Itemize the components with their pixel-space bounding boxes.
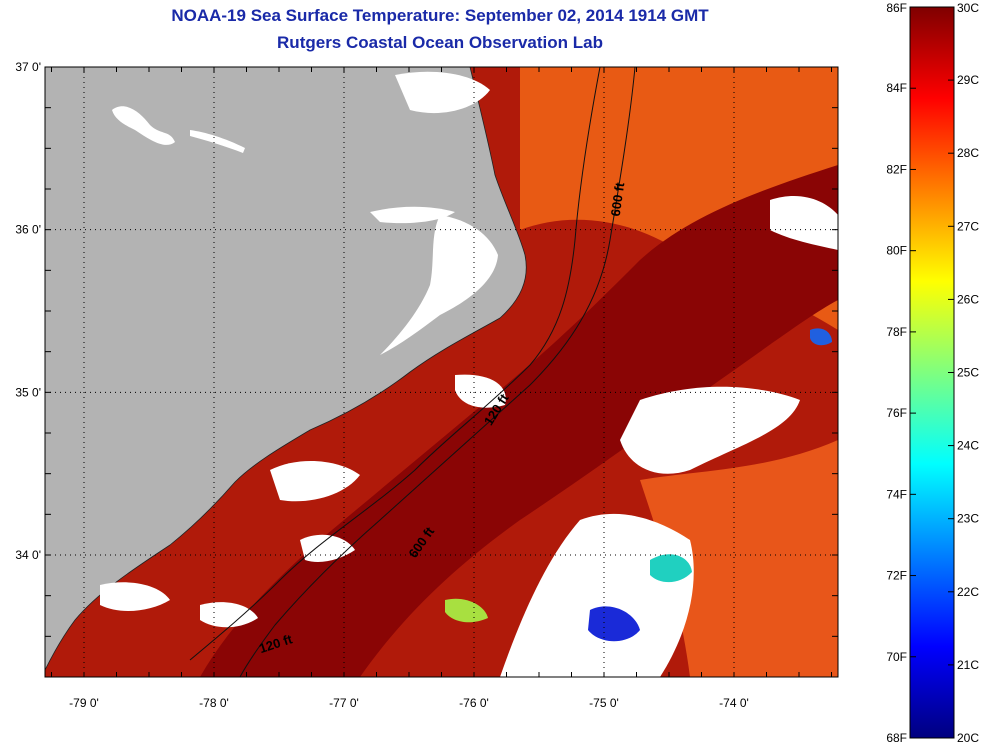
cloud-cover	[770, 195, 838, 250]
fahrenheit-label: 86F	[886, 1, 907, 15]
cloud-cover	[620, 386, 800, 474]
fahrenheit-label: 76F	[886, 406, 907, 420]
lat-label: 37 0'	[15, 60, 41, 74]
inland-river	[190, 130, 245, 153]
contour-600ft	[239, 66, 636, 678]
cloud-cover	[200, 602, 258, 628]
contour-120ft	[189, 66, 601, 661]
fahrenheit-label: 82F	[886, 162, 907, 176]
cool-water-patch	[445, 598, 488, 623]
lon-label: -74 0'	[719, 696, 749, 710]
cool-water-patch	[650, 554, 692, 583]
cloud-cover	[270, 460, 360, 502]
cloud-cover	[100, 582, 170, 612]
pamlico-sound	[380, 215, 498, 355]
albemarle-sound	[370, 206, 455, 224]
celsius-label: 26C	[957, 292, 979, 306]
celsius-label: 29C	[957, 73, 979, 87]
cold-water-patch	[588, 606, 640, 642]
lat-label: 35 0'	[15, 385, 41, 399]
fahrenheit-label: 74F	[886, 487, 907, 501]
celsius-label: 30C	[957, 1, 979, 15]
inland-lake	[112, 106, 175, 145]
fahrenheit-label: 84F	[886, 81, 907, 95]
fahrenheit-label: 68F	[886, 731, 907, 745]
fahrenheit-label: 78F	[886, 325, 907, 339]
cloud-cover	[395, 71, 490, 114]
map-subtitle: Rutgers Coastal Ocean Observation Lab	[277, 33, 603, 52]
colorbar: 30C 29C 28C 27C 26C 25C 24C 23C 22C 21C 20C 86F 84F 8…	[886, 1, 979, 745]
fahrenheit-label: 72F	[886, 569, 907, 583]
celsius-label: 25C	[957, 366, 979, 380]
celsius-label: 28C	[957, 146, 979, 160]
celsius-label: 20C	[957, 731, 979, 745]
lon-label: -79 0'	[69, 696, 99, 710]
lat-label: 34 0'	[15, 548, 41, 562]
celsius-label: 22C	[957, 585, 979, 599]
lon-label: -76 0'	[459, 696, 489, 710]
fahrenheit-label: 80F	[886, 244, 907, 258]
cold-water-patch	[810, 328, 832, 346]
colorbar-gradient	[909, 6, 955, 739]
map-frame	[44, 66, 839, 678]
celsius-label: 24C	[957, 439, 979, 453]
map-title: NOAA-19 Sea Surface Temperature: Septemb…	[171, 6, 709, 25]
gulf-stream-core	[200, 165, 838, 677]
lon-label: -77 0'	[329, 696, 359, 710]
celsius-label: 21C	[957, 658, 979, 672]
contour-label: 600 ft	[608, 181, 628, 217]
celsius-label: 23C	[957, 512, 979, 526]
lon-label: -75 0'	[589, 696, 619, 710]
fahrenheit-label: 70F	[886, 650, 907, 664]
gulf-stream-boundary-waters	[640, 440, 838, 677]
lat-label: 36 0'	[15, 223, 41, 237]
celsius-label: 27C	[957, 219, 979, 233]
lon-label: -78 0'	[199, 696, 229, 710]
